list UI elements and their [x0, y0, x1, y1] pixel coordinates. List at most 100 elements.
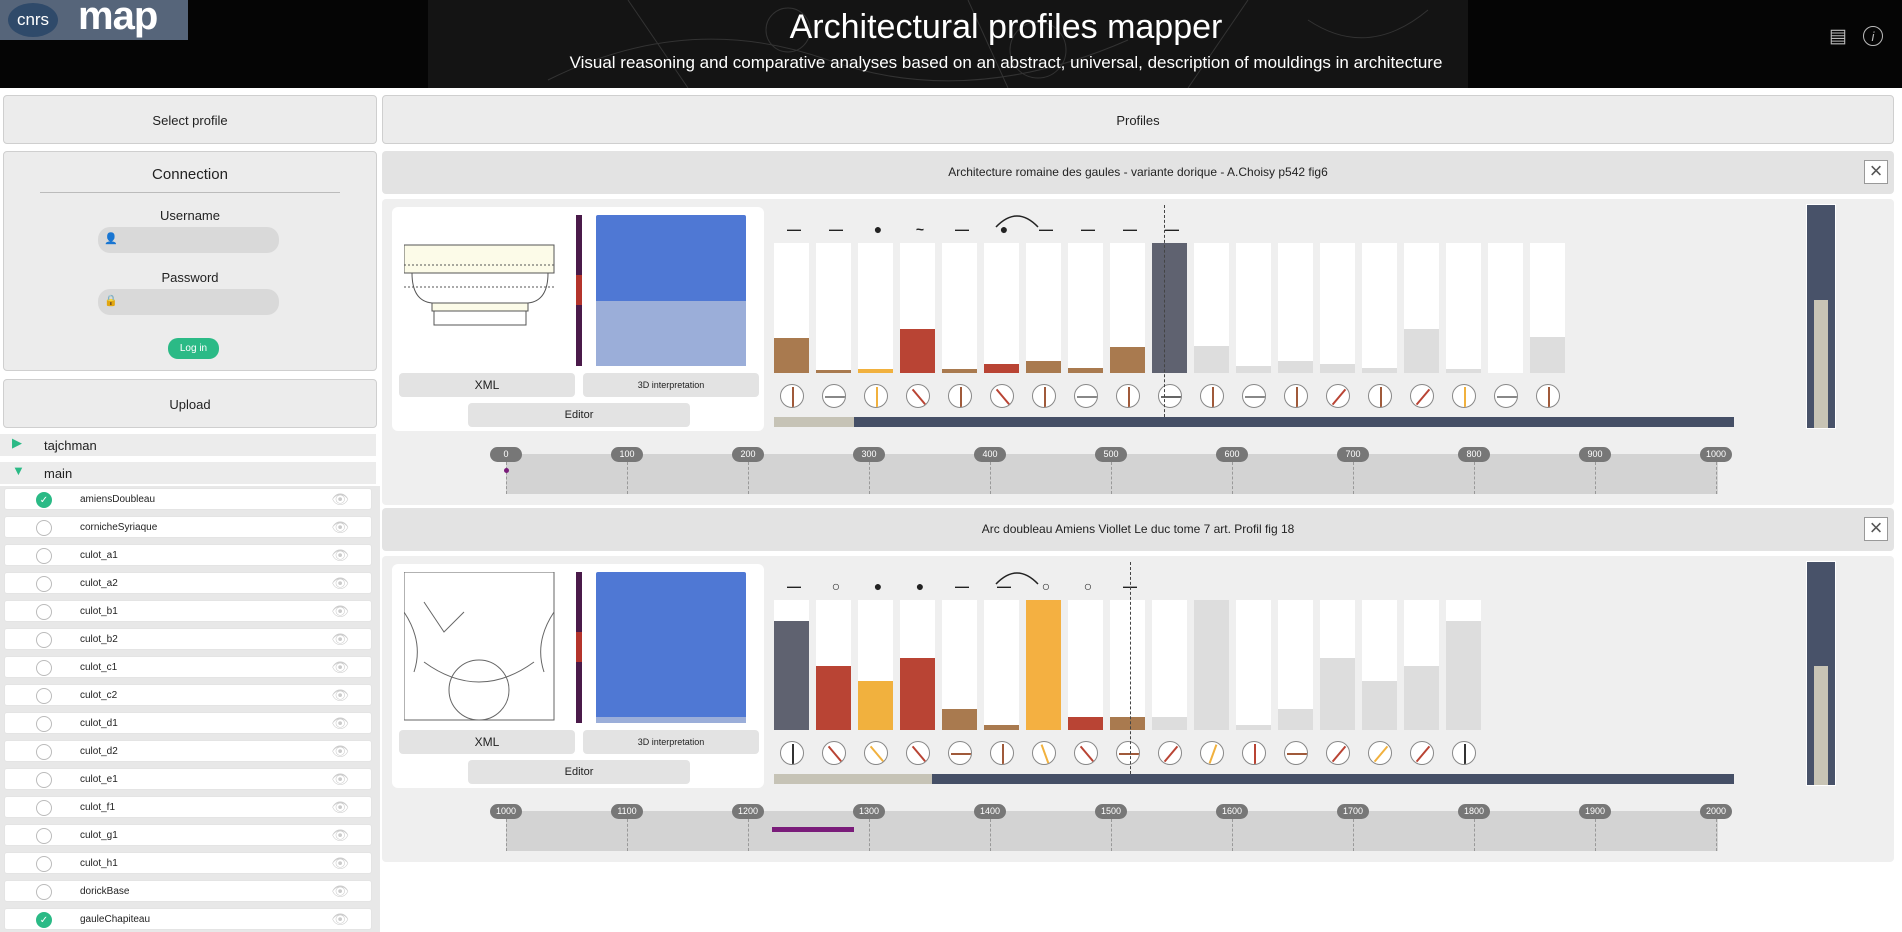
- eye-icon[interactable]: 👁: [331, 771, 349, 787]
- timeline-tick: 400: [974, 447, 1006, 462]
- list-item[interactable]: culot_b1 👁: [4, 600, 372, 622]
- item-name: culot_b1: [80, 606, 118, 617]
- unchecked-circle-icon[interactable]: [36, 828, 52, 844]
- eye-icon[interactable]: 👁: [331, 547, 349, 563]
- tick-line: [1474, 819, 1475, 851]
- eye-icon[interactable]: 👁: [331, 659, 349, 675]
- timeline-event[interactable]: [504, 468, 509, 473]
- eye-icon[interactable]: 👁: [331, 799, 349, 815]
- orientation-dial-icon: [1074, 741, 1098, 765]
- profile-preview: XML 3D interpretation Editor: [392, 207, 764, 431]
- eye-icon[interactable]: 👁: [331, 631, 349, 647]
- list-item[interactable]: culot_g1 👁: [4, 824, 372, 846]
- timeline-tick: 1400: [974, 804, 1006, 819]
- arc-symbol: [995, 215, 1039, 228]
- unchecked-circle-icon[interactable]: [36, 856, 52, 872]
- folder-tajchman[interactable]: ▶ tajchman: [0, 434, 376, 456]
- bar-slot: [1404, 243, 1439, 373]
- item-name: culot_d2: [80, 746, 118, 757]
- collapse-arrow-icon[interactable]: ▼: [12, 463, 25, 478]
- bar: [1194, 600, 1229, 730]
- xml-button[interactable]: XML: [399, 373, 575, 397]
- sidebar: Select profile Connection Username 👤 Pas…: [0, 88, 380, 932]
- 3d-interpretation-button[interactable]: 3D interpretation: [583, 730, 759, 754]
- checked-icon[interactable]: ✓: [36, 912, 52, 928]
- list-item[interactable]: ✓ gauleChapiteau 👁: [4, 908, 372, 930]
- tick-line: [1716, 462, 1717, 494]
- bar: [816, 666, 851, 730]
- list-item[interactable]: culot_c1 👁: [4, 656, 372, 678]
- unchecked-circle-icon[interactable]: [36, 548, 52, 564]
- unchecked-circle-icon[interactable]: [36, 576, 52, 592]
- close-icon[interactable]: ×: [1864, 160, 1888, 184]
- list-item[interactable]: culot_h1 👁: [4, 852, 372, 874]
- xml-button[interactable]: XML: [399, 730, 575, 754]
- eye-icon[interactable]: 👁: [331, 491, 349, 507]
- unchecked-circle-icon[interactable]: [36, 800, 52, 816]
- password-field[interactable]: 🔒: [98, 289, 279, 315]
- unchecked-circle-icon[interactable]: [36, 604, 52, 620]
- orientation-dial-icon: [906, 741, 930, 765]
- list-item[interactable]: culot_f1 👁: [4, 796, 372, 818]
- list-item[interactable]: culot_a1 👁: [4, 544, 372, 566]
- item-name: culot_d1: [80, 718, 118, 729]
- orientation-dial-icon: [1074, 384, 1098, 408]
- orientation-dial-icon: [822, 741, 846, 765]
- list-item[interactable]: culot_d1 👁: [4, 712, 372, 734]
- bar-slot: [900, 600, 935, 730]
- unchecked-circle-icon[interactable]: [36, 744, 52, 760]
- unchecked-circle-icon[interactable]: [36, 884, 52, 900]
- unchecked-circle-icon[interactable]: [36, 660, 52, 676]
- close-icon[interactable]: ×: [1864, 517, 1888, 541]
- bar-slot: [984, 600, 1019, 730]
- eye-icon[interactable]: 👁: [331, 883, 349, 899]
- unchecked-circle-icon[interactable]: [36, 632, 52, 648]
- list-item[interactable]: culot_a2 👁: [4, 572, 372, 594]
- expand-arrow-icon[interactable]: ▶: [12, 435, 22, 450]
- eye-icon[interactable]: 👁: [331, 827, 349, 843]
- login-button[interactable]: Log in: [168, 338, 219, 359]
- list-item[interactable]: culot_d2 👁: [4, 740, 372, 762]
- tick-line: [990, 462, 991, 494]
- upload-panel[interactable]: Upload: [3, 379, 377, 428]
- timeline-event[interactable]: [772, 827, 854, 832]
- unchecked-circle-icon[interactable]: [36, 716, 52, 732]
- bar-slot: [1194, 243, 1229, 373]
- info-icon[interactable]: i: [1863, 26, 1883, 46]
- timeline-tick: 1000: [1700, 447, 1732, 462]
- list-item[interactable]: dorickBase 👁: [4, 880, 372, 902]
- orientation-dial-icon: [864, 384, 888, 408]
- unchecked-circle-icon[interactable]: [36, 520, 52, 536]
- map-logo: map: [78, 0, 158, 38]
- bar-slot: [942, 243, 977, 373]
- username-field[interactable]: 👤: [98, 227, 279, 253]
- list-item[interactable]: culot_e1 👁: [4, 768, 372, 790]
- eye-icon[interactable]: 👁: [331, 715, 349, 731]
- profile-drawing: [403, 215, 556, 365]
- 3d-interpretation-button[interactable]: 3D interpretation: [583, 373, 759, 397]
- list-item[interactable]: culot_b2 👁: [4, 628, 372, 650]
- checked-icon[interactable]: ✓: [36, 492, 52, 508]
- document-icon[interactable]: ▤: [1829, 26, 1847, 47]
- tick-line: [1353, 819, 1354, 851]
- timeline-tick: 700: [1337, 447, 1369, 462]
- eye-icon[interactable]: 👁: [331, 519, 349, 535]
- eye-icon[interactable]: 👁: [331, 855, 349, 871]
- eye-icon[interactable]: 👁: [331, 911, 349, 927]
- list-item[interactable]: ✓ amiensDoubleau 👁: [4, 488, 372, 510]
- eye-icon[interactable]: 👁: [331, 575, 349, 591]
- eye-icon[interactable]: 👁: [331, 743, 349, 759]
- logo[interactable]: cnrs map: [0, 0, 188, 40]
- folder-main[interactable]: ▼ main: [0, 462, 376, 484]
- editor-button[interactable]: Editor: [468, 403, 690, 427]
- orientation-dial-icon: [780, 384, 804, 408]
- eye-icon[interactable]: 👁: [331, 687, 349, 703]
- bar: [1446, 369, 1481, 373]
- unchecked-circle-icon[interactable]: [36, 772, 52, 788]
- unchecked-circle-icon[interactable]: [36, 688, 52, 704]
- eye-icon[interactable]: 👁: [331, 603, 349, 619]
- editor-button[interactable]: Editor: [468, 760, 690, 784]
- list-item[interactable]: culot_c2 👁: [4, 684, 372, 706]
- select-profile-panel[interactable]: Select profile: [3, 95, 377, 144]
- list-item[interactable]: cornicheSyriaque 👁: [4, 516, 372, 538]
